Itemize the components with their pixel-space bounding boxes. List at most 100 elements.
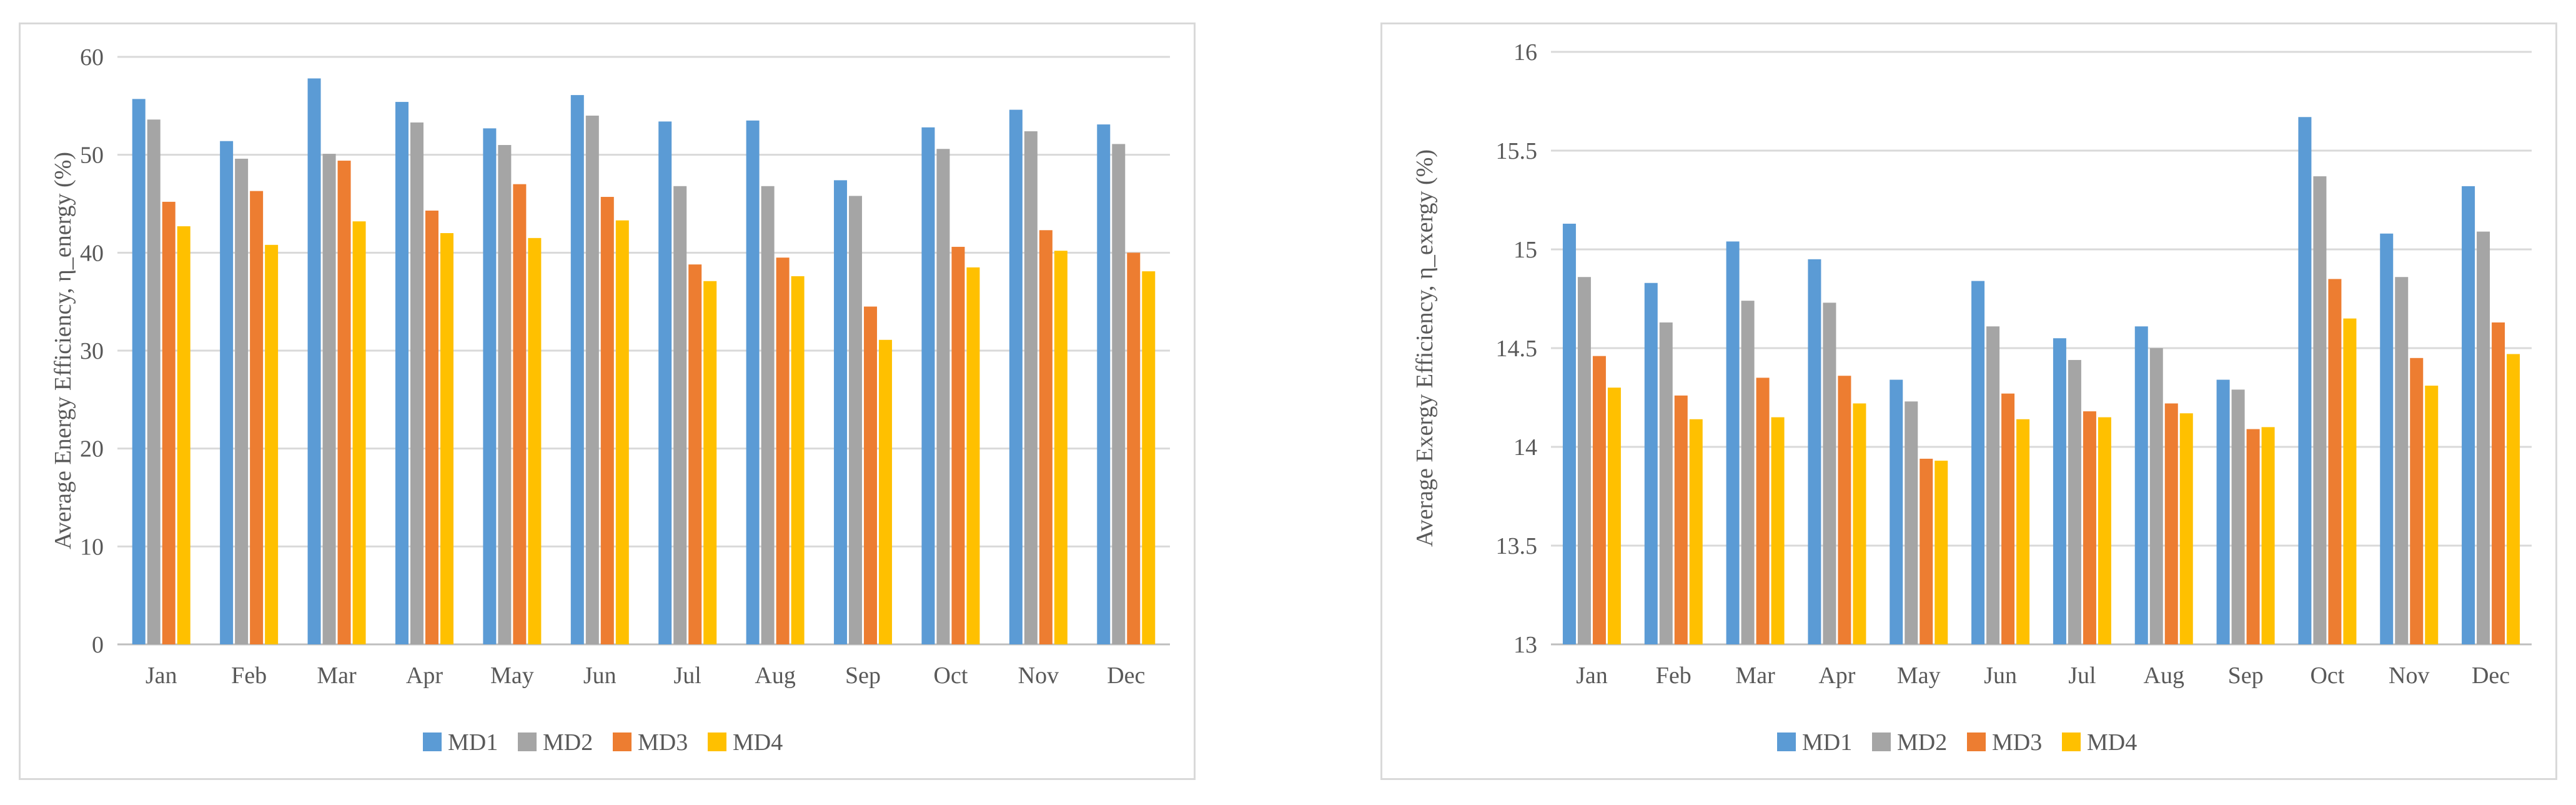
bar-md1-oct bbox=[2298, 117, 2312, 644]
bar-md3-dec bbox=[2492, 322, 2505, 644]
bar-md1-jan bbox=[132, 99, 146, 644]
y-tick-label: 14.5 bbox=[1496, 336, 1538, 362]
bar-md4-oct bbox=[966, 267, 980, 644]
bar-md2-sep bbox=[849, 196, 863, 644]
bar-md3-jan bbox=[1592, 356, 1606, 644]
x-tick-label: Feb bbox=[231, 662, 267, 689]
legend-label-md4: MD4 bbox=[2087, 729, 2137, 756]
bar-md1-dec bbox=[1097, 124, 1111, 645]
legend-swatch-md3 bbox=[613, 732, 632, 751]
bar-md2-jul bbox=[673, 186, 687, 644]
bar-md2-jun bbox=[1986, 326, 2000, 644]
bar-md3-jan bbox=[162, 201, 176, 644]
x-tick-label: Jun bbox=[1984, 662, 2017, 689]
bar-md4-oct bbox=[2343, 318, 2357, 645]
bar-md3-may bbox=[1920, 458, 1933, 644]
bar-md1-mar bbox=[307, 78, 321, 644]
y-tick-label: 20 bbox=[80, 436, 104, 462]
y-tick-label: 10 bbox=[80, 534, 104, 560]
x-tick-label: May bbox=[490, 662, 534, 689]
bar-md1-aug bbox=[2134, 326, 2148, 644]
bar-md4-may bbox=[1934, 461, 1948, 644]
bar-md3-jul bbox=[2083, 411, 2096, 644]
y-tick-label: 16 bbox=[1513, 39, 1537, 66]
x-tick-label: Sep bbox=[2228, 662, 2264, 689]
bar-md2-nov bbox=[1024, 131, 1038, 645]
legend-label-md2: MD2 bbox=[543, 729, 593, 756]
bar-md3-aug bbox=[2164, 403, 2178, 644]
bar-md4-aug bbox=[2179, 413, 2193, 644]
legend-swatch-md1 bbox=[423, 732, 442, 751]
bar-md3-oct bbox=[951, 246, 965, 644]
legend-label-md1: MD1 bbox=[1802, 729, 1852, 756]
x-tick-label: Feb bbox=[1656, 662, 1692, 689]
bar-md1-sep bbox=[834, 180, 848, 644]
bar-md3-jun bbox=[600, 197, 614, 644]
bar-md3-mar bbox=[1756, 378, 1770, 644]
bar-md4-apr bbox=[440, 233, 453, 644]
bar-md2-sep bbox=[2231, 389, 2245, 644]
y-tick-label: 30 bbox=[80, 338, 104, 364]
bar-md3-mar bbox=[337, 161, 351, 644]
legend-swatch-md2 bbox=[1872, 732, 1891, 751]
y-tick-label: 13 bbox=[1513, 632, 1537, 658]
bar-md3-feb bbox=[1674, 395, 1688, 644]
bar-md4-nov bbox=[1054, 251, 1068, 644]
y-tick-label: 60 bbox=[80, 44, 104, 71]
y-tick-label: 15.5 bbox=[1496, 138, 1538, 164]
bar-md2-feb bbox=[235, 158, 249, 644]
legend-label-md2: MD2 bbox=[1897, 729, 1947, 756]
y-tick-label: 14 bbox=[1513, 434, 1537, 461]
x-tick-label: Oct bbox=[934, 662, 968, 689]
legend-label-md3: MD3 bbox=[638, 729, 688, 756]
energy-efficiency-chart: 0 10 20 30 40 50 60 Average Energy Efficiency, … bbox=[50, 44, 1170, 756]
bar-md2-may bbox=[498, 145, 512, 644]
bar-md4-jul bbox=[703, 281, 717, 644]
y-tick-label: 13.5 bbox=[1496, 533, 1538, 559]
bar-md2-jan bbox=[147, 119, 161, 644]
bar-md1-dec bbox=[2462, 186, 2475, 644]
bar-md1-may bbox=[483, 128, 497, 644]
bar-md4-jan bbox=[177, 226, 191, 644]
x-tick-label: Jun bbox=[583, 662, 617, 689]
bar-md4-feb bbox=[265, 244, 279, 644]
bar-md4-sep bbox=[879, 339, 893, 644]
bar-md4-jun bbox=[615, 220, 629, 645]
x-tick-label: Apr bbox=[406, 662, 443, 689]
bar-md2-oct bbox=[2313, 176, 2327, 644]
bar-md2-feb bbox=[1659, 322, 1673, 644]
bar-md2-apr bbox=[1823, 302, 1836, 644]
bar-md3-may bbox=[513, 184, 527, 644]
bar-md1-jun bbox=[570, 95, 584, 645]
x-tick-label: Nov bbox=[2389, 662, 2429, 689]
bar-md2-mar bbox=[1741, 301, 1755, 644]
legend-label-md3: MD3 bbox=[1992, 729, 2042, 756]
exergy-efficiency-chart: 13 13.5 14 14.5 15 15.5 16 Average Exergy Effic… bbox=[1412, 39, 2532, 756]
bar-md2-apr bbox=[410, 122, 424, 644]
bar-md1-jul bbox=[2053, 338, 2066, 644]
bar-md4-aug bbox=[791, 276, 805, 644]
exergy-efficiency-chart-panel: 13 13.5 14 14.5 15 15.5 16 Average Exergy Effic… bbox=[1380, 22, 2557, 780]
bar-md1-jul bbox=[658, 121, 672, 644]
bar-md3-dec bbox=[1127, 252, 1141, 644]
bar-md3-oct bbox=[2328, 279, 2342, 644]
bar-md4-dec bbox=[1142, 271, 1156, 645]
bar-md3-feb bbox=[250, 191, 264, 645]
x-tick-label: Jul bbox=[2068, 662, 2096, 689]
bar-md2-jul bbox=[2068, 359, 2081, 644]
bar-md2-oct bbox=[936, 149, 950, 644]
x-tick-label: Nov bbox=[1018, 662, 1059, 689]
y-axis-title: Average Energy Efficiency, η_energy (%) bbox=[50, 152, 76, 549]
legend-label-md1: MD1 bbox=[448, 729, 498, 756]
bar-md1-mar bbox=[1726, 241, 1740, 644]
bar-md1-apr bbox=[1808, 259, 1821, 644]
x-tick-label: Jan bbox=[146, 662, 177, 689]
bar-md2-may bbox=[1905, 401, 1918, 644]
legend-swatch-md3 bbox=[1967, 732, 1986, 751]
legend-swatch-md4 bbox=[2062, 732, 2081, 751]
energy-efficiency-chart-panel: 0 10 20 30 40 50 60 Average Energy Efficiency, … bbox=[19, 22, 1196, 780]
bar-md2-aug bbox=[2149, 348, 2163, 644]
bar-md4-jul bbox=[2098, 417, 2111, 644]
bar-md1-feb bbox=[220, 141, 234, 644]
bar-md4-apr bbox=[1853, 403, 1866, 644]
